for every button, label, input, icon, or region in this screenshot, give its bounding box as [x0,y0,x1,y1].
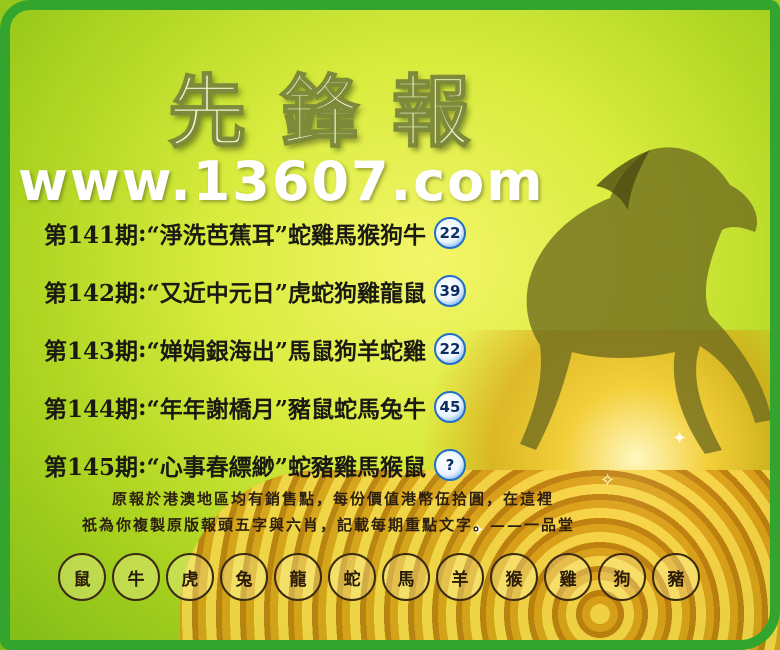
phrase: “婵娟銀海出” [146,338,288,365]
galloping-horse-illustration [520,147,772,455]
zodiac-pig-icon: 豬 [652,553,700,601]
prediction-row: 第144期: “年年謝橋月” 豬鼠蛇馬兔牛 45 [44,378,466,436]
prediction-row: 第142期: “又近中元日” 虎蛇狗雞龍鼠 39 [44,262,466,320]
prediction-row: 第145期: “心事春縹緲” 蛇豬雞馬猴鼠 ? [44,436,466,494]
zodiac-ox-icon: 牛 [112,553,160,601]
phrase: “又近中元日” [146,280,288,307]
newspaper-title: 先鋒報 [167,67,505,159]
footnote-line-1: 原報於港澳地區均有銷售點，每份價值港幣伍拾圓，在這裡 [112,490,555,508]
zodiac-rabbit-icon: 兔 [220,553,268,601]
zodiac-list: 馬鼠狗羊蛇雞 [287,338,426,365]
phrase: “淨洗芭蕉耳” [146,222,288,249]
zodiac-snake-icon: 蛇 [328,553,376,601]
period-label: 第141期 [44,222,139,249]
prediction-row: 第141期: “淨洗芭蕉耳” 蛇雞馬猴狗牛 22 [44,204,466,262]
zodiac-list: 虎蛇狗雞龍鼠 [287,280,426,307]
zodiac-monkey-icon: 猴 [490,553,538,601]
zodiac-rooster-icon: 雞 [544,553,592,601]
website-url[interactable]: www.13607.com [18,150,545,213]
zodiac-list: 蛇雞馬猴狗牛 [287,222,426,249]
prediction-list: 第141期: “淨洗芭蕉耳” 蛇雞馬猴狗牛 22 第142期: “又近中元日” … [44,204,466,494]
zodiac-dog-icon: 狗 [598,553,646,601]
sparkle-icon: ✦ [672,428,688,449]
number-ball-icon: ? [433,449,466,481]
phrase: “心事春縹緲” [146,454,288,481]
period-label: 第142期 [44,280,139,307]
period-label: 第144期 [44,396,139,423]
number-ball-icon: 39 [433,275,466,307]
zodiac-horse-icon: 馬 [382,553,430,601]
sparkle-icon: ✦ [470,520,486,541]
phrase: “年年謝橋月” [146,396,288,423]
period-label: 第145期 [44,454,139,481]
zodiac-list: 豬鼠蛇馬兔牛 [287,396,426,423]
sparkle-icon: ✧ [600,470,616,491]
zodiac-emblem-strip: 鼠 牛 虎 兔 龍 蛇 馬 羊 猴 雞 狗 豬 [58,553,700,601]
zodiac-goat-icon: 羊 [436,553,484,601]
prediction-row: 第143期: “婵娟銀海出” 馬鼠狗羊蛇雞 22 [44,320,466,378]
period-label: 第143期 [44,338,139,365]
number-ball-icon: 22 [433,217,466,249]
number-ball-icon: 22 [433,333,466,365]
zodiac-rat-icon: 鼠 [58,553,106,601]
zodiac-dragon-icon: 龍 [274,553,322,601]
zodiac-tiger-icon: 虎 [166,553,214,601]
number-ball-icon: 45 [433,391,466,423]
footnote-line-2: 祇為你複製原版報頭五字與六肖，記載每期重點文字。——一品堂 [82,516,576,534]
zodiac-list: 蛇豬雞馬猴鼠 [287,454,426,481]
